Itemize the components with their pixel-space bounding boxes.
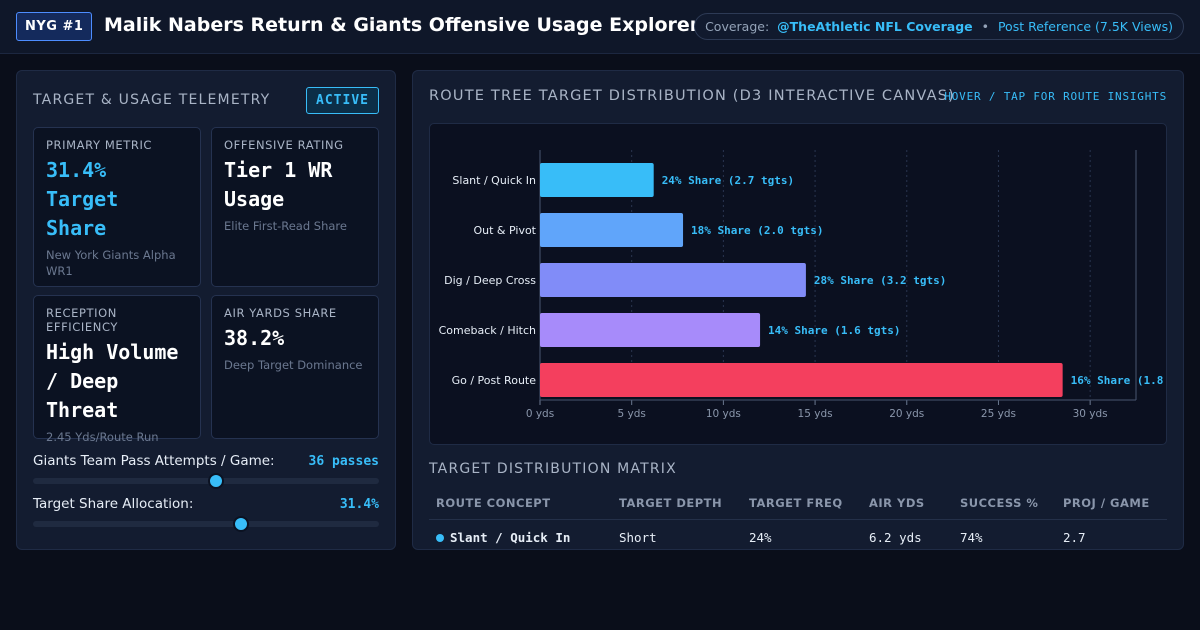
- target-matrix-table: ROUTE CONCEPT TARGET DEPTH TARGET FREQ A…: [429, 491, 1167, 549]
- data-label: 28% Share (3.2 tgts): [814, 274, 946, 287]
- metric-card-primary: PRIMARY METRIC 31.4% Target Share New Yo…: [33, 127, 201, 287]
- metric-card-efficiency: RECEPTION EFFICIENCY High Volume / Deep …: [33, 295, 201, 444]
- category-label: Go / Post Route: [452, 374, 537, 387]
- x-tick-label: 25 yds: [981, 408, 1016, 420]
- separator: •: [981, 19, 989, 34]
- slider-label: Target Share Allocation:: [33, 496, 194, 512]
- bar[interactable]: [540, 313, 761, 347]
- chart-hint: HOVER / TAP FOR ROUTE INSIGHTS: [944, 90, 1167, 103]
- air-yds-cell: 6.2 yds: [869, 529, 922, 545]
- status-badge: ACTIVE: [306, 87, 379, 114]
- x-tick-label: 0 yds: [526, 408, 554, 420]
- category-label: Out & Pivot: [473, 224, 536, 237]
- column-header[interactable]: PROJ / GAME: [1056, 491, 1167, 520]
- coverage-handle-link[interactable]: @TheAthletic NFL Coverage: [777, 19, 973, 34]
- chart-panel-title: ROUTE TREE TARGET DISTRIBUTION (D3 INTER…: [429, 88, 955, 104]
- metric-sub: Deep Target Dominance: [224, 358, 363, 372]
- pass-attempts-slider-row: Giants Team Pass Attempts / Game: 36 pas…: [33, 453, 379, 489]
- data-label: 18% Share (2.0 tgts): [691, 224, 823, 237]
- telemetry-panel: TARGET & USAGE TELEMETRY ACTIVE PRIMARY …: [16, 70, 396, 550]
- column-header[interactable]: TARGET FREQ: [742, 491, 862, 520]
- metric-card-rating: OFFENSIVE RATING Tier 1 WR Usage Elite F…: [211, 127, 379, 287]
- metric-value: High Volume / Deep Threat: [46, 340, 179, 422]
- category-label: Slant / Quick In: [452, 174, 536, 187]
- route-bar-chart[interactable]: 0 yds 5 yds 10 yds 15 yds 20 yds 25 yds 30 yds…: [430, 124, 1167, 445]
- target-share-slider-row: Target Share Allocation: 31.4%: [33, 496, 379, 532]
- metric-caption: PRIMARY METRIC: [46, 138, 153, 152]
- data-label: 14% Share (1.6 tgts): [768, 324, 900, 337]
- metric-card-air-yards: AIR YARDS SHARE 38.2% Deep Target Domina…: [211, 295, 379, 439]
- route-chart-canvas[interactable]: 0 yds 5 yds 10 yds 15 yds 20 yds 25 yds 30 yds…: [429, 123, 1167, 445]
- slider-thumb[interactable]: [232, 516, 249, 532]
- success-cell: 74%: [960, 529, 983, 545]
- pass-attempts-slider[interactable]: [33, 473, 379, 489]
- column-header[interactable]: AIR YDS: [862, 491, 953, 520]
- x-tick-label: 10 yds: [706, 408, 741, 420]
- bar[interactable]: [540, 363, 1063, 397]
- slider-value: 36 passes: [308, 454, 379, 469]
- bar[interactable]: [540, 263, 806, 297]
- metric-caption: RECEPTION EFFICIENCY: [46, 306, 119, 334]
- x-tick-label: 30 yds: [1073, 408, 1108, 420]
- coverage-label: Coverage:: [705, 19, 770, 34]
- table-row[interactable]: Slant / Quick In Short 24% 6.2 yds 74% 2…: [429, 519, 1167, 549]
- bar[interactable]: [540, 213, 684, 247]
- top-header: NYG #1 Malik Nabers Return & Giants Offe…: [0, 0, 1200, 54]
- category-label: Comeback / Hitch: [439, 324, 536, 337]
- table-header-row: ROUTE CONCEPT TARGET DEPTH TARGET FREQ A…: [429, 491, 1167, 520]
- metric-caption: OFFENSIVE RATING: [224, 138, 344, 152]
- metric-value: 38.2%: [224, 326, 285, 350]
- slider-label: Giants Team Pass Attempts / Game:: [33, 453, 275, 469]
- target-share-slider[interactable]: [33, 516, 379, 532]
- column-header[interactable]: SUCCESS %: [953, 491, 1056, 520]
- matrix-title: TARGET DISTRIBUTION MATRIX: [429, 461, 677, 477]
- category-label: Dig / Deep Cross: [444, 274, 536, 287]
- metric-sub: 2.45 Yds/Route Run: [46, 430, 159, 444]
- target-depth-cell: Short: [619, 529, 657, 545]
- metric-sub: New York Giants Alpha WR1: [46, 248, 176, 278]
- bar[interactable]: [540, 163, 654, 197]
- data-label: 16% Share (1.8 tgts): [1071, 374, 1167, 387]
- coverage-pill: Coverage: @TheAthletic NFL Coverage • Po…: [694, 13, 1184, 40]
- page-title: Malik Nabers Return & Giants Offensive U…: [104, 14, 700, 36]
- route-concept-cell: Slant / Quick In: [429, 519, 612, 549]
- slider-value: 31.4%: [339, 497, 379, 512]
- data-label: 24% Share (2.7 tgts): [662, 174, 794, 187]
- target-freq-cell: 24%: [749, 529, 772, 545]
- team-badge: NYG #1: [16, 12, 93, 41]
- x-tick-label: 15 yds: [798, 408, 833, 420]
- metric-value: Tier 1 WR Usage: [224, 158, 333, 211]
- route-color-dot: [436, 534, 444, 542]
- route-tree-panel: ROUTE TREE TARGET DISTRIBUTION (D3 INTER…: [412, 70, 1184, 550]
- x-tick-label: 20 yds: [889, 408, 924, 420]
- column-header[interactable]: ROUTE CONCEPT: [429, 491, 612, 520]
- slider-thumb[interactable]: [208, 473, 225, 489]
- x-tick-label: 5 yds: [618, 408, 646, 420]
- metric-caption: AIR YARDS SHARE: [224, 306, 337, 320]
- column-header[interactable]: TARGET DEPTH: [612, 491, 742, 520]
- panel-title: TARGET & USAGE TELEMETRY: [33, 92, 271, 108]
- route-concept-text: Slant / Quick In: [450, 529, 571, 545]
- metric-sub: Elite First-Read Share: [224, 219, 347, 233]
- post-reference-link[interactable]: Post Reference (7.5K Views): [997, 19, 1173, 34]
- proj-game-cell: 2.7: [1063, 529, 1086, 545]
- metric-value: 31.4% Target Share: [46, 158, 119, 240]
